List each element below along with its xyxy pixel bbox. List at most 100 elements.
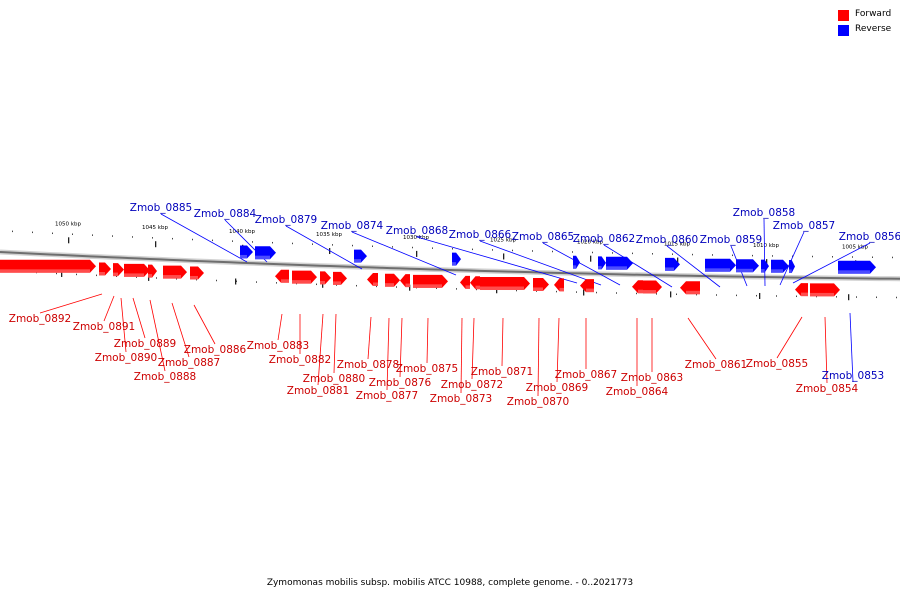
leader-line — [160, 213, 248, 263]
gene-label[interactable]: Zmob_0866 — [449, 229, 512, 241]
gene-label[interactable]: Zmob_0857 — [773, 220, 835, 232]
gene-feature-zmob-0855[interactable] — [795, 283, 808, 297]
gene-label[interactable]: Zmob_0873 — [430, 393, 492, 405]
gene-label[interactable]: Zmob_0861 — [685, 359, 747, 371]
gene-feature-zmob-0886[interactable] — [190, 266, 204, 280]
gene-label[interactable]: Zmob_0883 — [247, 340, 309, 352]
gene-feature-zmob-0875[interactable] — [413, 274, 448, 288]
gene-label[interactable]: Zmob_0867 — [555, 369, 617, 381]
gene-feature-zmob-0860[interactable] — [705, 258, 736, 272]
gene-feature-zmob-0864[interactable] — [632, 280, 643, 294]
gene-feature-zmob-0887[interactable] — [163, 265, 187, 279]
gene-label[interactable]: Zmob_0874 — [321, 220, 384, 232]
gene-feature-zmob-0874[interactable] — [452, 252, 461, 266]
gene-label[interactable]: Zmob_0853 — [822, 370, 884, 382]
gene-label[interactable]: Zmob_0854 — [796, 383, 859, 395]
leader-line — [103, 295, 115, 322]
gene-label[interactable]: Zmob_0868 — [386, 225, 448, 237]
gene-feature-zmob-0853[interactable] — [838, 260, 876, 274]
gene-label[interactable]: Zmob_0862 — [573, 233, 635, 245]
gene-feature-zmob-0877[interactable] — [385, 273, 400, 287]
leader-line — [603, 244, 673, 288]
gene-label[interactable]: Zmob_0889 — [114, 338, 176, 350]
gene-feature-zmob-0889[interactable] — [124, 263, 150, 277]
gene-label[interactable]: Zmob_0890 — [95, 352, 157, 364]
gene-label[interactable]: Zmob_0876 — [369, 377, 432, 389]
gene-label[interactable]: Zmob_0880 — [303, 373, 365, 385]
gene-feature-zmob-0872[interactable] — [470, 276, 480, 290]
gene-feature-zmob-0854[interactable] — [810, 283, 840, 297]
gene-label[interactable]: Zmob_0885 — [130, 202, 192, 214]
gene-feature-zmob-0873[interactable] — [460, 275, 470, 289]
gene-arrow-shade — [163, 275, 181, 279]
gene-feature-zmob-0862[interactable] — [665, 257, 680, 271]
gene-arrow-shade — [255, 255, 270, 260]
gene-feature-zmob-0890[interactable] — [113, 263, 124, 277]
minor-tick-outer — [292, 242, 293, 245]
gene-arrow-shade — [292, 280, 311, 284]
gene-label[interactable]: Zmob_0870 — [507, 396, 569, 408]
minor-tick-inner — [136, 276, 137, 278]
gene-label[interactable]: Zmob_0887 — [158, 357, 220, 369]
gene-label[interactable]: Zmob_0886 — [184, 344, 247, 356]
gene-feature-zmob-0859[interactable] — [736, 259, 759, 273]
gene-label[interactable]: Zmob_0865 — [512, 231, 574, 243]
gene-feature-zmob-0891[interactable] — [99, 262, 111, 276]
gene-label[interactable]: Zmob_0881 — [287, 385, 349, 397]
gene-arrow-shade — [573, 265, 577, 269]
gene-label[interactable]: Zmob_0878 — [337, 359, 399, 371]
gene-label[interactable]: Zmob_0855 — [746, 358, 808, 370]
minor-tick-inner — [216, 279, 217, 282]
gene-label[interactable]: Zmob_0859 — [700, 234, 762, 246]
gene-feature-zmob-0888[interactable] — [148, 264, 157, 278]
gene-feature-zmob-0869[interactable] — [554, 278, 564, 292]
gene-feature-zmob-0884[interactable] — [255, 246, 276, 260]
gene-label[interactable]: Zmob_0875 — [396, 363, 458, 375]
gene-label[interactable]: Zmob_0856 — [839, 231, 900, 243]
gene-feature-zmob-0858[interactable] — [761, 259, 769, 273]
scale-label: 1035 kbp — [316, 232, 342, 238]
gene-feature-zmob-0879[interactable] — [354, 249, 367, 263]
gene-label[interactable]: Zmob_0869 — [526, 382, 588, 394]
gene-label[interactable]: Zmob_0871 — [471, 366, 533, 378]
major-tick-outer — [68, 237, 70, 244]
gene-feature-zmob-0870[interactable] — [533, 278, 549, 291]
gene-label[interactable]: Zmob_0888 — [134, 371, 196, 383]
gene-feature-zmob-0856[interactable] — [789, 260, 795, 273]
gene-feature-zmob-0880[interactable] — [333, 271, 347, 285]
gene-feature-zmob-0863[interactable] — [643, 280, 662, 294]
gene-label[interactable]: Zmob_0891 — [73, 321, 135, 333]
gene-feature-zmob-0866[interactable] — [598, 256, 606, 270]
gene-feature-zmob-0857[interactable] — [771, 259, 789, 273]
gene-feature-zmob-0871[interactable] — [480, 277, 530, 291]
gene-feature-zmob-0868[interactable] — [573, 255, 580, 269]
gene-label[interactable]: Zmob_0864 — [606, 386, 669, 398]
gene-feature-zmob-0883[interactable] — [275, 269, 289, 283]
minor-tick-outer — [732, 254, 733, 257]
gene-label[interactable]: Zmob_0877 — [356, 390, 418, 402]
gene-label[interactable]: Zmob_0884 — [194, 208, 257, 220]
minor-tick-outer — [592, 251, 593, 254]
minor-tick-inner — [156, 277, 157, 279]
gene-feature-zmob-0881[interactable] — [320, 271, 331, 285]
gene-feature-zmob-0892[interactable] — [0, 259, 96, 273]
gene-feature-zmob-0882[interactable] — [292, 270, 317, 284]
gene-label[interactable]: Zmob_0860 — [636, 234, 698, 246]
minor-tick-outer — [112, 235, 113, 237]
gene-feature-zmob-0861[interactable] — [680, 281, 700, 295]
legend-forward-label: Forward — [855, 9, 892, 19]
gene-feature-zmob-0867[interactable] — [580, 279, 594, 293]
gene-label[interactable]: Zmob_0879 — [255, 214, 317, 226]
leader-line — [776, 316, 803, 359]
gene-label[interactable]: Zmob_0892 — [9, 313, 71, 325]
gene-label[interactable]: Zmob_0872 — [441, 379, 503, 391]
gene-arrow-shade — [838, 270, 870, 274]
minor-tick-outer — [12, 230, 13, 233]
gene-feature-zmob-0885[interactable] — [240, 245, 253, 259]
gene-label[interactable]: Zmob_0858 — [733, 207, 795, 219]
gene-feature-zmob-0865[interactable] — [606, 256, 633, 270]
gene-feature-zmob-0876[interactable] — [400, 274, 410, 288]
gene-label[interactable]: Zmob_0882 — [269, 354, 331, 366]
gene-feature-zmob-0878[interactable] — [367, 273, 378, 287]
gene-label[interactable]: Zmob_0863 — [621, 372, 683, 384]
